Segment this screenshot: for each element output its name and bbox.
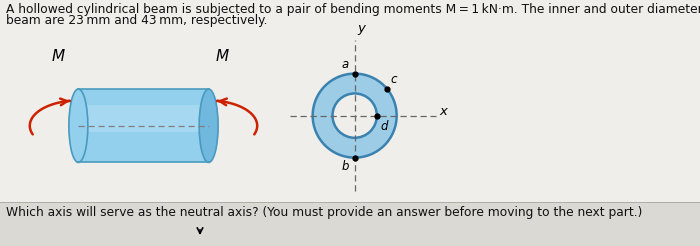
Ellipse shape <box>199 89 218 162</box>
Text: a: a <box>342 58 349 71</box>
Text: M: M <box>52 49 65 63</box>
Ellipse shape <box>69 89 88 162</box>
Circle shape <box>313 74 397 158</box>
Circle shape <box>332 93 377 138</box>
Text: beam are 23 mm and 43 mm, respectively.: beam are 23 mm and 43 mm, respectively. <box>6 14 267 27</box>
Text: M: M <box>216 49 229 63</box>
Text: A hollowed cylindrical beam is subjected to a pair of bending moments M = 1 kN·m: A hollowed cylindrical beam is subjected… <box>6 3 700 16</box>
Text: y: y <box>358 22 365 35</box>
Bar <box>78 105 209 132</box>
Text: Which axis will serve as the neutral axis? (You must provide an answer before mo: Which axis will serve as the neutral axi… <box>6 206 643 219</box>
Text: b: b <box>342 160 349 173</box>
Bar <box>78 89 209 162</box>
Text: c: c <box>391 73 398 86</box>
Bar <box>0 202 700 246</box>
Text: x: x <box>440 105 447 118</box>
Text: d: d <box>380 120 388 133</box>
